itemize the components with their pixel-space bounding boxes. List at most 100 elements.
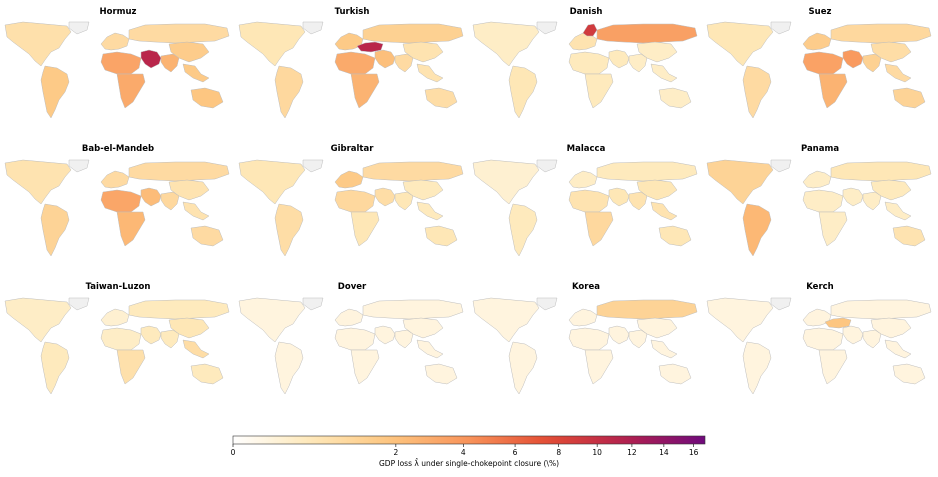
map-panel: Gibraltar [238,144,464,257]
region-middle_east [608,187,630,207]
panel-title: Korea [572,282,600,292]
panel-title: Turkish [335,7,370,17]
region-russia [830,23,932,44]
region-africa_north [334,327,376,351]
region-africa_south [584,73,614,109]
region-south_america [742,203,772,257]
region-greenland [68,159,90,173]
region-greenland [536,297,558,311]
region-south_asia [862,53,882,73]
region-south_america [40,203,70,257]
world-map [4,21,230,119]
region-southeast_asia [182,339,210,359]
world-map [472,159,698,257]
region-oceania [658,363,692,385]
region-europe [100,308,130,327]
colorbar-tick-label: 14 [659,448,669,457]
region-africa_south [818,73,848,109]
region-east_asia [402,317,444,339]
region-africa_north [334,189,376,213]
region-russia [362,23,464,44]
region-europe [100,32,130,51]
region-north_america [472,297,540,343]
region-greenland [770,297,792,311]
region-europe [334,308,364,327]
region-north_america [238,21,306,67]
region-russia [596,299,698,320]
region-oceania [892,225,926,247]
colorbar-tick-label: 8 [556,448,561,457]
region-oceania [424,363,458,385]
panel-title: Suez [809,7,832,17]
region-east_asia [870,41,912,63]
panel-title: Bab-el-Mandeb [82,144,154,154]
region-africa_south [116,211,146,247]
region-africa_north [100,189,142,213]
world-map [706,297,932,395]
region-europe [334,32,364,51]
region-south_asia [628,53,648,73]
region-europe [802,170,832,189]
region-oceania [190,225,224,247]
panels-layer: Hormuz Turkish Danish Suez Bab-el-Mandeb Gibr… [4,7,932,395]
colorbar-label: GDP loss λ̂ under single-chokepoint clos… [379,459,559,468]
region-middle_east [608,49,630,69]
region-south_asia [160,53,180,73]
map-panel: Dover [238,282,464,395]
region-africa_south [116,73,146,109]
colorbar-tick-label: 10 [592,448,602,457]
region-russia [128,299,230,320]
world-map [472,21,698,119]
region-oceania [892,363,926,385]
map-panel: Danish [472,7,698,119]
region-middle_east [842,49,864,69]
panel-title: Danish [570,7,603,17]
panel-title: Kerch [806,282,833,292]
region-south_asia [394,53,414,73]
colorbar-tick-label: 12 [627,448,637,457]
region-east_asia [870,179,912,201]
region-east_asia [402,179,444,201]
map-panel: Bab-el-Mandeb [4,144,230,257]
map-panel: Turkish [238,7,464,119]
region-southeast_asia [650,63,678,83]
world-map [238,159,464,257]
panel-title: Hormuz [99,7,136,17]
world-map [4,297,230,395]
region-greenland [302,159,324,173]
region-africa_south [818,349,848,385]
world-map [472,297,698,395]
region-europe [568,32,598,51]
region-oceania [658,87,692,109]
region-russia [596,161,698,182]
region-middle_east [842,187,864,207]
region-russia [830,161,932,182]
region-east_asia [402,41,444,63]
region-south_asia [862,329,882,349]
region-africa_north [100,327,142,351]
map-panel: Panama [706,144,932,257]
region-south_asia [628,329,648,349]
region-north_america [238,297,306,343]
region-middle_east [608,325,630,345]
region-africa_north [568,51,610,75]
region-south_asia [394,329,414,349]
region-middle_east [374,49,396,69]
colorbar-tick-label: 16 [689,448,699,457]
region-africa_north [802,189,844,213]
region-east_asia [636,317,678,339]
region-russia [128,23,230,44]
region-black_sea_caspian [356,41,384,53]
region-southeast_asia [182,63,210,83]
panel-title: Panama [801,144,839,154]
map-panel: Kerch [706,282,932,395]
region-southeast_asia [884,339,912,359]
region-africa_south [818,211,848,247]
region-north_america [4,159,72,205]
region-russia [128,161,230,182]
world-map [4,159,230,257]
region-greenland [536,159,558,173]
region-south_america [742,65,772,119]
region-south_america [40,65,70,119]
region-north_america [706,159,774,205]
